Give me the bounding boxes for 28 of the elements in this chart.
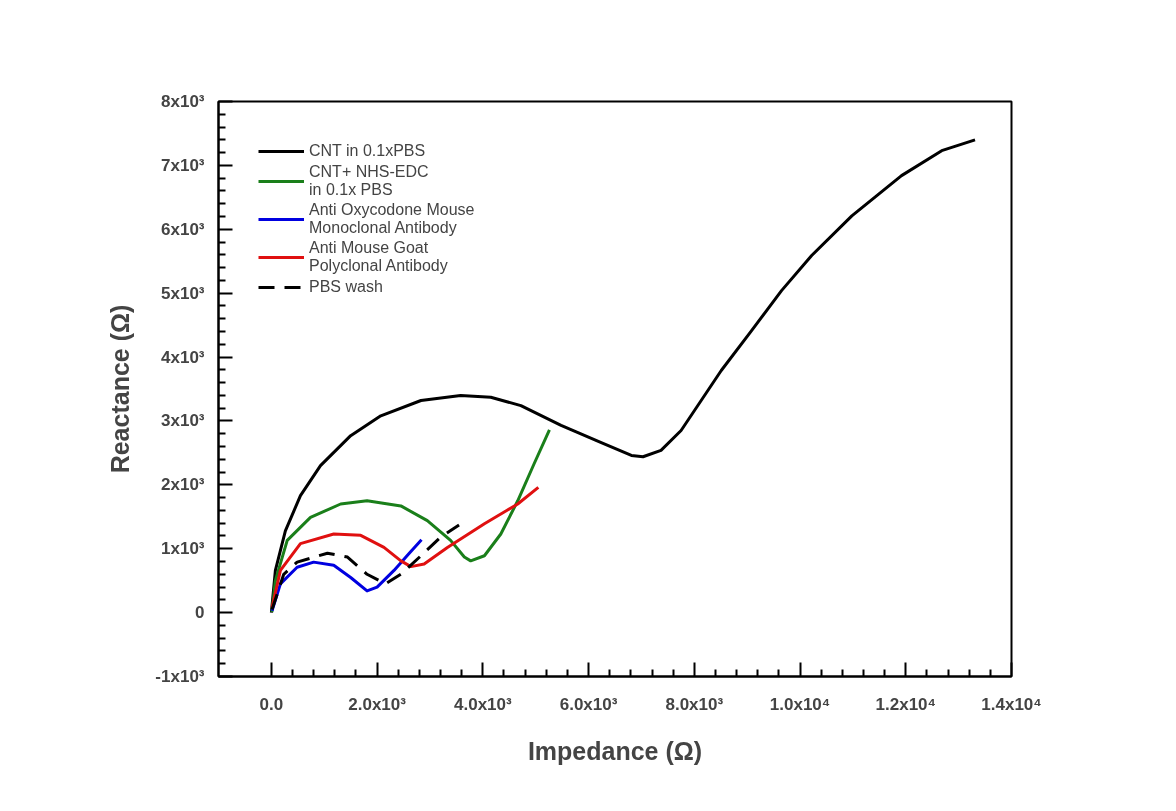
legend-label: Anti Mouse Goat Polyclonal Antibody	[309, 239, 448, 275]
x-tick-label: 2.0x10³	[348, 694, 407, 714]
x-tick-label: 8.0x10³	[665, 694, 724, 714]
y-tick-label: 6x10³	[161, 219, 205, 239]
x-tick-label: 4.0x10³	[454, 694, 512, 714]
x-tick-label: 0.0	[259, 694, 284, 714]
x-tick-label: 6.0x10³	[559, 694, 618, 714]
x-tick-label: 1.2x10⁴	[875, 694, 936, 714]
line-series	[270, 428, 551, 614]
y-tick-label: 1x10³	[161, 539, 205, 559]
legend-label: PBS wash	[309, 278, 383, 296]
y-tick-label: 3x10³	[161, 411, 205, 431]
legend-label: CNT+ NHS-EDC in 0.1x PBS	[309, 163, 429, 199]
y-tick-label: -1x10³	[155, 667, 205, 686]
line-series	[269, 138, 977, 615]
y-tick-label: 2x10³	[161, 475, 205, 495]
y-axis-title: Reactance (Ω)	[106, 304, 135, 474]
legend-label: CNT in 0.1xPBS	[309, 142, 426, 160]
y-tick-label: 4x10³	[161, 347, 205, 367]
y-tick-label: 7x10³	[161, 155, 205, 175]
y-tick-label: 8x10³	[161, 92, 205, 111]
x-tick-label: 1.0x10⁴	[769, 694, 831, 714]
line-series	[270, 485, 540, 609]
y-tick-label: 0	[195, 603, 205, 623]
x-tick-label: 1.4x10⁴	[981, 694, 1042, 714]
legend-label: Anti Oxycodone Mouse Monoclonal Antibody	[309, 201, 475, 237]
y-tick-label: 5x10³	[161, 283, 205, 303]
x-axis-title: Impedance (Ω)	[527, 736, 703, 765]
